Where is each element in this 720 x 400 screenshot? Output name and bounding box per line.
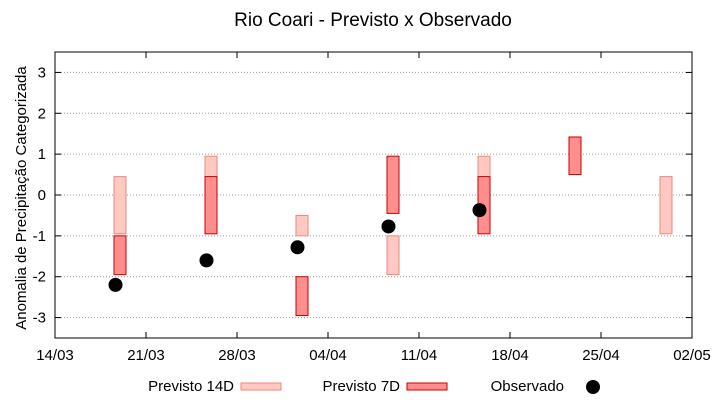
bar-previsto-14d xyxy=(295,214,309,237)
bar-previsto-7d xyxy=(204,176,218,235)
legend-label-observado: Observado xyxy=(491,378,564,395)
bar-previsto-7d xyxy=(386,155,400,214)
legend-label-previsto-7d: Previsto 7D xyxy=(322,378,400,395)
y-tick-label: 3 xyxy=(38,64,46,81)
y-tick-label: 0 xyxy=(38,187,46,204)
bar-previsto-14d xyxy=(477,155,491,178)
x-tick-label: 28/03 xyxy=(218,347,256,364)
bar-previsto-7d xyxy=(113,235,127,276)
bar-previsto-14d xyxy=(113,176,127,235)
point-observado xyxy=(381,219,396,234)
x-axis: 14/03 21/03 28/03 04/04 11/04 18/04 25/04 02/05 xyxy=(36,52,711,364)
y-tick-label: 1 xyxy=(38,146,46,163)
point-observado xyxy=(199,253,214,268)
x-tick-label: 04/04 xyxy=(309,347,347,364)
gridlines xyxy=(55,71,692,319)
bar-previsto-14d xyxy=(386,235,400,276)
legend-marker-observado xyxy=(586,380,600,394)
x-tick-label: 25/04 xyxy=(582,347,620,364)
bar-previsto-14d xyxy=(659,176,673,235)
point-observado xyxy=(290,240,305,255)
y-tick-label: -2 xyxy=(33,269,46,286)
y-tick-label: -3 xyxy=(33,310,46,327)
y-tick-label: -1 xyxy=(33,228,46,245)
legend-swatch-previsto-14d xyxy=(240,382,282,391)
x-tick-label: 21/03 xyxy=(127,347,165,364)
x-tick-label: 02/05 xyxy=(673,347,711,364)
point-observado xyxy=(108,277,123,292)
series-points xyxy=(108,203,487,292)
legend-label-previsto-14d: Previsto 14D xyxy=(148,378,234,395)
y-tick-label: 2 xyxy=(38,105,46,122)
point-observado xyxy=(472,203,487,218)
y-axis: 3 2 1 0 -1 -2 -3 xyxy=(33,64,692,327)
legend-swatch-previsto-7d xyxy=(406,382,448,391)
bar-previsto-14d xyxy=(204,155,218,178)
x-tick-label: 14/03 xyxy=(36,347,74,364)
x-tick-label: 18/04 xyxy=(491,347,529,364)
chart-title: Rio Coari - Previsto x Observado xyxy=(234,10,512,31)
bar-previsto-7d xyxy=(295,276,309,317)
y-axis-label: Anomalia de Precipitação Categorizada xyxy=(13,66,30,330)
legend: Previsto 14D Previsto 7D Observado xyxy=(148,378,600,395)
x-tick-label: 11/04 xyxy=(401,347,437,364)
bar-previsto-7d xyxy=(568,136,582,176)
